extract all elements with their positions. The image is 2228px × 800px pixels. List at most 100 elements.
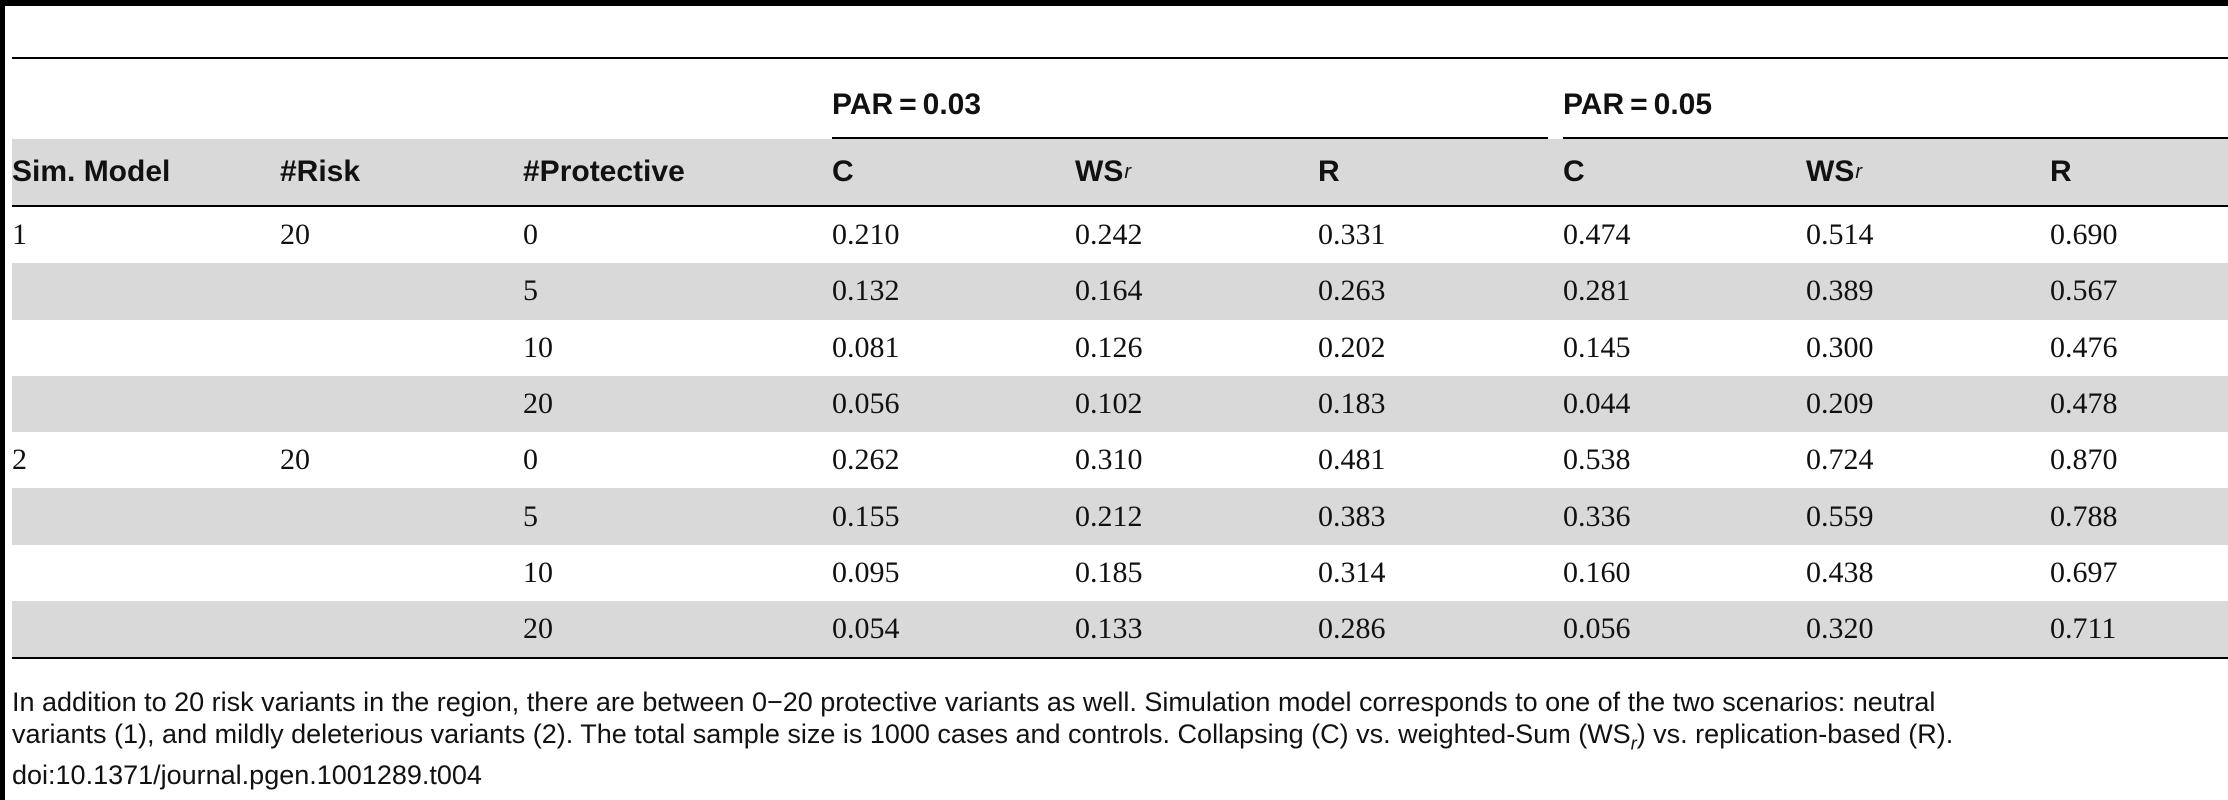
table-row: 20 0.056 0.102 0.183 0.044 0.209 0.478	[12, 375, 2228, 433]
cell-risk: 20	[280, 443, 310, 477]
cell-sim-model: 1	[12, 218, 27, 252]
table-row: 10 0.095 0.185 0.314 0.160 0.438 0.697	[12, 545, 2228, 601]
cell-protective: 20	[523, 612, 553, 646]
cell-ws2: 0.209	[1806, 387, 1874, 421]
header-c-par-003: C	[832, 155, 854, 188]
table-body: 1 20 0 0.210 0.242 0.331 0.474 0.514 0.690 5 0.132…	[12, 207, 2228, 658]
cell-c1: 0.056	[832, 387, 900, 421]
cell-r2: 0.788	[2050, 499, 2118, 533]
cell-r2: 0.697	[2050, 555, 2118, 589]
cell-c2: 0.538	[1563, 443, 1631, 477]
cell-ws1: 0.126	[1075, 330, 1143, 364]
cell-protective: 5	[523, 274, 538, 308]
footnote-doi: doi:10.1371/journal.pgen.1001289.t004	[12, 760, 482, 791]
cell-ws1: 0.212	[1075, 499, 1143, 533]
footnote-line-2-start: variants (1), and mildly deleterious var…	[12, 719, 1631, 749]
cell-c1: 0.132	[832, 274, 900, 308]
cell-protective: 10	[523, 555, 553, 589]
table-row: 5 0.155 0.212 0.383 0.336 0.559 0.788	[12, 488, 2228, 545]
cell-protective: 10	[523, 330, 553, 364]
header-protective: #Protective	[523, 155, 685, 188]
group-label-par-003: PAR = 0.03	[832, 88, 982, 121]
column-header-row: Sim. Model #Risk #Protective C WS r R C W…	[12, 139, 2228, 205]
cell-sim-model: 2	[12, 443, 27, 477]
cell-c1: 0.262	[832, 443, 900, 477]
cell-ws2: 0.300	[1806, 330, 1874, 364]
cell-c1: 0.095	[832, 555, 900, 589]
page-top-rule	[0, 0, 2228, 6]
group-label-par-005: PAR = 0.05	[1563, 88, 1713, 121]
cell-c1: 0.081	[832, 330, 900, 364]
cell-protective: 5	[523, 499, 538, 533]
cell-c2: 0.336	[1563, 499, 1631, 533]
page-left-rule	[0, 0, 5, 800]
cell-protective: 0	[523, 218, 538, 252]
table-row: 2 20 0 0.262 0.310 0.481 0.538 0.724 0.870	[12, 432, 2228, 488]
cell-c2: 0.145	[1563, 330, 1631, 364]
table-row: 1 20 0 0.210 0.242 0.331 0.474 0.514 0.690	[12, 207, 2228, 263]
footnote-line-1: In addition to 20 risk variants in the r…	[12, 687, 1936, 717]
results-table: PAR = 0.03 PAR = 0.05 Sim. Model #Risk #…	[12, 57, 2228, 660]
cell-c1: 0.210	[832, 218, 900, 252]
header-sim-model: Sim. Model	[12, 155, 171, 188]
cell-r2: 0.567	[2050, 274, 2118, 308]
cell-r1: 0.263	[1318, 274, 1386, 308]
cell-risk: 20	[280, 218, 310, 252]
group-underline-par-005	[1563, 137, 2228, 139]
footnote-subscript: r	[1630, 733, 1637, 754]
header-ws-par-005: WS r	[1806, 139, 1862, 205]
cell-r2: 0.476	[2050, 330, 2118, 364]
header-risk: #Risk	[280, 155, 361, 188]
cell-c2: 0.056	[1563, 612, 1631, 646]
table-row: 5 0.132 0.164 0.263 0.281 0.389 0.567	[12, 263, 2228, 320]
header-r-par-005: R	[2050, 155, 2072, 188]
cell-r2: 0.870	[2050, 443, 2118, 477]
cell-protective: 20	[523, 387, 553, 421]
header-bottom-rule	[12, 205, 2228, 207]
cell-ws1: 0.310	[1075, 443, 1143, 477]
cell-c2: 0.281	[1563, 274, 1631, 308]
cell-ws1: 0.185	[1075, 555, 1143, 589]
cell-r1: 0.202	[1318, 330, 1386, 364]
header-c-par-005: C	[1563, 155, 1585, 188]
cell-ws1: 0.133	[1075, 612, 1143, 646]
cell-ws2: 0.320	[1806, 612, 1874, 646]
cell-r1: 0.286	[1318, 612, 1386, 646]
cell-c2: 0.474	[1563, 218, 1631, 252]
cell-ws2: 0.559	[1806, 499, 1874, 533]
footnote-line-2: variants (1), and mildly deleterious var…	[12, 718, 2222, 759]
cell-r1: 0.314	[1318, 555, 1386, 589]
header-ws-text: WS	[1075, 155, 1124, 188]
header-ws-text: WS	[1806, 155, 1855, 188]
cell-ws1: 0.164	[1075, 274, 1143, 308]
cell-r1: 0.383	[1318, 499, 1386, 533]
table-bottom-rule	[12, 657, 2228, 660]
cell-r2: 0.690	[2050, 218, 2118, 252]
cell-protective: 0	[523, 443, 538, 477]
cell-ws2: 0.438	[1806, 555, 1874, 589]
cell-r2: 0.478	[2050, 387, 2118, 421]
cell-r2: 0.711	[2050, 612, 2117, 646]
table-top-rule	[12, 57, 2228, 59]
cell-ws2: 0.389	[1806, 274, 1874, 308]
cell-r1: 0.481	[1318, 443, 1386, 477]
cell-ws2: 0.724	[1806, 443, 1874, 477]
cell-ws1: 0.102	[1075, 387, 1143, 421]
cell-ws2: 0.514	[1806, 218, 1874, 252]
table-row: 20 0.054 0.133 0.286 0.056 0.320 0.711	[12, 601, 2228, 658]
table-footnote: In addition to 20 risk variants in the r…	[12, 686, 2222, 791]
cell-c1: 0.054	[832, 612, 900, 646]
header-r-par-003: R	[1318, 155, 1340, 188]
table-row: 10 0.081 0.126 0.202 0.145 0.300 0.476	[12, 320, 2228, 376]
cell-ws1: 0.242	[1075, 218, 1143, 252]
cell-r1: 0.331	[1318, 218, 1386, 252]
cell-r1: 0.183	[1318, 387, 1386, 421]
header-ws-subscript: r	[1124, 160, 1131, 183]
cell-c1: 0.155	[832, 499, 900, 533]
cell-c2: 0.044	[1563, 387, 1631, 421]
cell-c2: 0.160	[1563, 555, 1631, 589]
header-ws-par-003: WS r	[1075, 139, 1131, 205]
header-ws-subscript: r	[1855, 160, 1862, 183]
group-underline-par-003	[832, 137, 1548, 139]
footnote-line-2-end: ) vs. replication-based (R).	[1636, 719, 1954, 749]
